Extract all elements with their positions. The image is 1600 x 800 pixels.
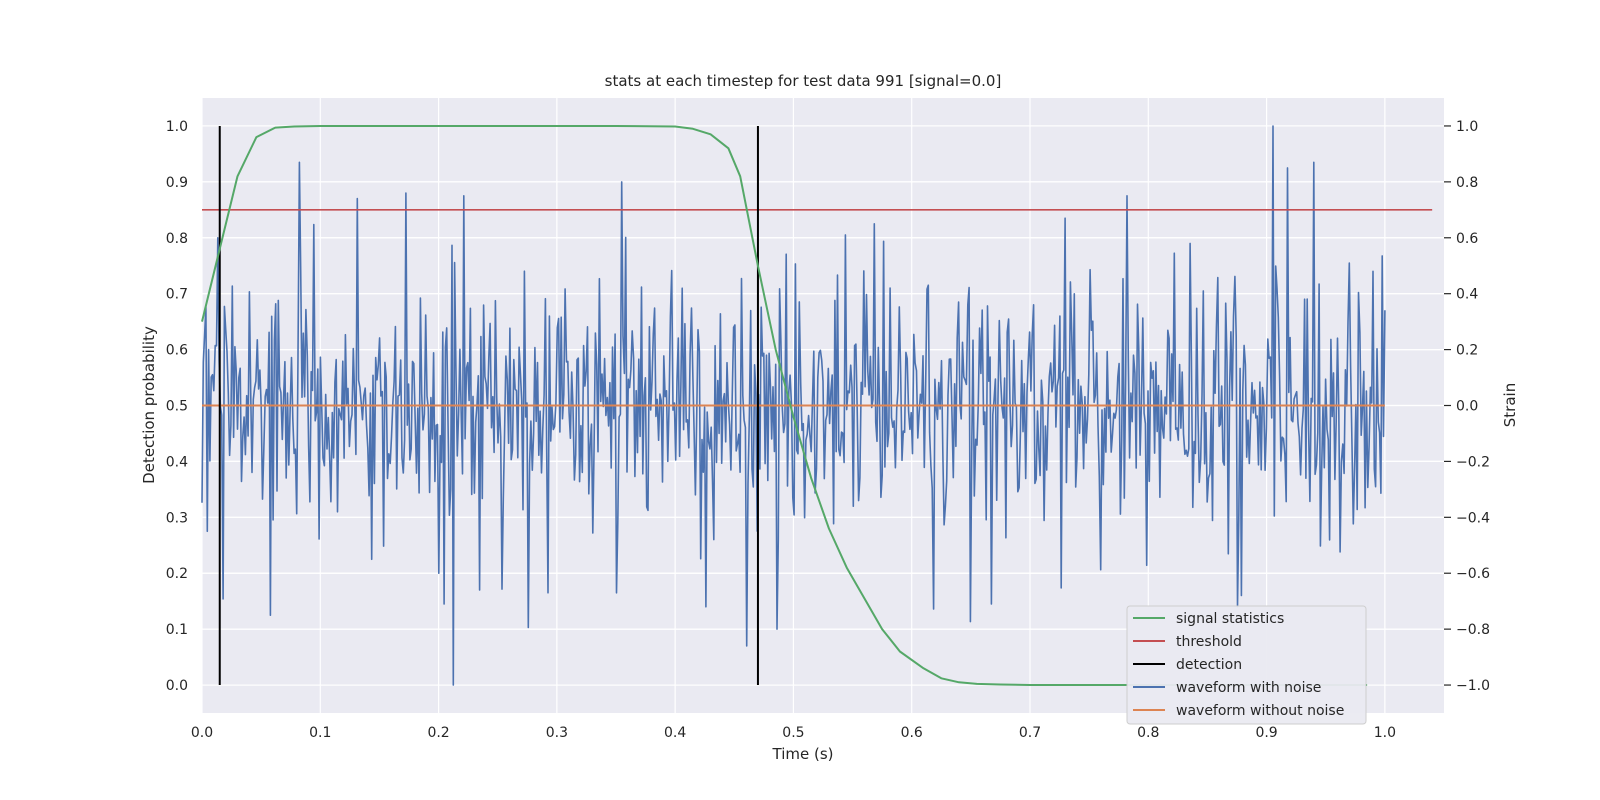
left-y-tick-label: 0.1 [166, 622, 188, 638]
right-y-tick-label: 0.0 [1456, 399, 1478, 415]
x-tick-label: 0.3 [546, 725, 568, 741]
x-tick-label: 0.5 [782, 725, 804, 741]
legend-box [1126, 605, 1367, 725]
x-tick-label: 0.8 [1137, 725, 1159, 741]
left-y-tick-label: 0.3 [166, 510, 188, 526]
legend-label-detection: detection [1176, 657, 1242, 673]
right-y-tick-label: 0.8 [1456, 175, 1478, 191]
left-y-tick-label: 0.2 [166, 566, 188, 582]
right-y-tick-label: −0.6 [1456, 566, 1490, 582]
left-y-tick-label: 0.7 [166, 287, 188, 303]
x-tick-label: 0.2 [427, 725, 449, 741]
legend-label-waveform-without-noise: waveform without noise [1176, 703, 1344, 719]
signal-statistics-line [201, 125, 1368, 686]
legend-label-signal-statistics: signal statistics [1176, 611, 1284, 627]
right-y-tick-label: −0.8 [1456, 622, 1490, 638]
right-y-tick-label: 1.0 [1456, 119, 1478, 135]
chart-title: stats at each timestep for test data 991… [605, 72, 1002, 90]
right-y-tick-label: 0.4 [1456, 287, 1478, 303]
x-axis-label: Time (s) [772, 745, 834, 763]
x-tick-label: 0.7 [1019, 725, 1041, 741]
left-y-tick-label: 0.0 [166, 678, 188, 694]
right-y-axis-label: Strain [1501, 383, 1519, 427]
left-y-tick-label: 0.4 [166, 454, 188, 470]
left-y-tick-label: 0.6 [166, 343, 188, 359]
waveform-with-noise-line [201, 125, 1386, 686]
legend: signal statistics threshold detection wa… [1126, 605, 1367, 725]
x-tick-label: 0.1 [309, 725, 331, 741]
x-tick-label: 0.4 [664, 725, 686, 741]
right-y-tick-label: −0.4 [1456, 510, 1490, 526]
right-y-tick-label: 0.6 [1456, 231, 1478, 247]
left-y-axis-label: Detection probability [140, 326, 158, 484]
x-tick-label: 1.0 [1374, 725, 1396, 741]
right-y-tick-label: 0.2 [1456, 343, 1478, 359]
tick-labels: 0.0 0.1 0.2 0.3 0.4 0.5 0.6 0.7 0.8 0.9 1.0 0.0 0.1 0… [166, 119, 1490, 741]
right-y-tick-label: −1.0 [1456, 678, 1490, 694]
left-y-tick-label: 0.8 [166, 231, 188, 247]
x-tick-label: 0.9 [1255, 725, 1277, 741]
x-tick-label: 0.6 [901, 725, 923, 741]
series-layer [201, 125, 1433, 686]
legend-label-threshold: threshold [1176, 634, 1242, 650]
left-y-tick-label: 0.9 [166, 175, 188, 191]
legend-label-waveform-with-noise: waveform with noise [1176, 680, 1321, 696]
left-y-tick-label: 0.5 [166, 399, 188, 415]
right-y-tick-label: −0.2 [1456, 454, 1490, 470]
left-y-tick-label: 1.0 [166, 119, 188, 135]
x-tick-label: 0.0 [191, 725, 213, 741]
